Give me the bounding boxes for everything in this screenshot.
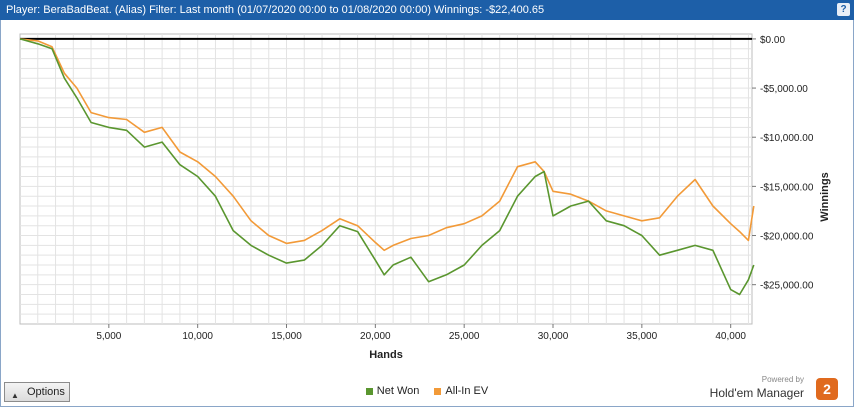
legend-item-all-in-ev: All-In EV <box>434 385 488 397</box>
y-tick-label: -$10,000.00 <box>760 133 814 144</box>
y-tick-label: -$20,000.00 <box>760 232 814 243</box>
options-button[interactable]: ▲ Options <box>4 382 70 402</box>
y-tick-label: -$25,000.00 <box>760 281 814 292</box>
options-label: Options <box>27 386 65 398</box>
legend-swatch <box>365 387 373 395</box>
axis-ticks: 5,000 10,000 15,000 20,000 25,000 30,000 35,00… <box>96 35 813 342</box>
winnings-chart: 5,000 10,000 15,000 20,000 25,000 30,000 35,00… <box>19 33 831 361</box>
y-tick-label: -$15,000.00 <box>760 182 814 193</box>
x-tick-label: 25,000 <box>449 331 480 342</box>
x-tick-label: 30,000 <box>538 331 569 342</box>
x-tick-label: 10,000 <box>182 331 213 342</box>
hm2-badge: 2 <box>816 378 838 400</box>
report-title: Player: BeraBadBeat. (Alias) Filter: Las… <box>6 4 545 16</box>
series-lines <box>19 37 755 296</box>
x-tick-label: 40,000 <box>715 331 746 342</box>
y-axis-label: Winnings <box>819 172 831 221</box>
legend-item-net-won: Net Won <box>365 385 419 397</box>
title-bar: Player: BeraBadBeat. (Alias) Filter: Las… <box>0 0 854 20</box>
x-tick-label: 15,000 <box>271 331 302 342</box>
chart-legend: Net Won All-In EV <box>0 385 854 397</box>
triangle-up-icon: ▲ <box>11 391 19 400</box>
x-tick-label: 20,000 <box>360 331 391 342</box>
plot-area <box>19 33 753 325</box>
all-in-ev-line <box>19 38 755 252</box>
legend-swatch <box>434 387 442 395</box>
grid-lines <box>20 34 752 324</box>
help-icon[interactable]: ? <box>837 3 850 16</box>
y-tick-label: $0.00 <box>760 35 785 46</box>
net-won-line <box>19 38 755 296</box>
y-tick-label: -$5,000.00 <box>760 84 808 95</box>
x-tick-label: 5,000 <box>96 331 121 342</box>
x-axis-label: Hands <box>369 349 403 361</box>
x-tick-label: 35,000 <box>627 331 658 342</box>
